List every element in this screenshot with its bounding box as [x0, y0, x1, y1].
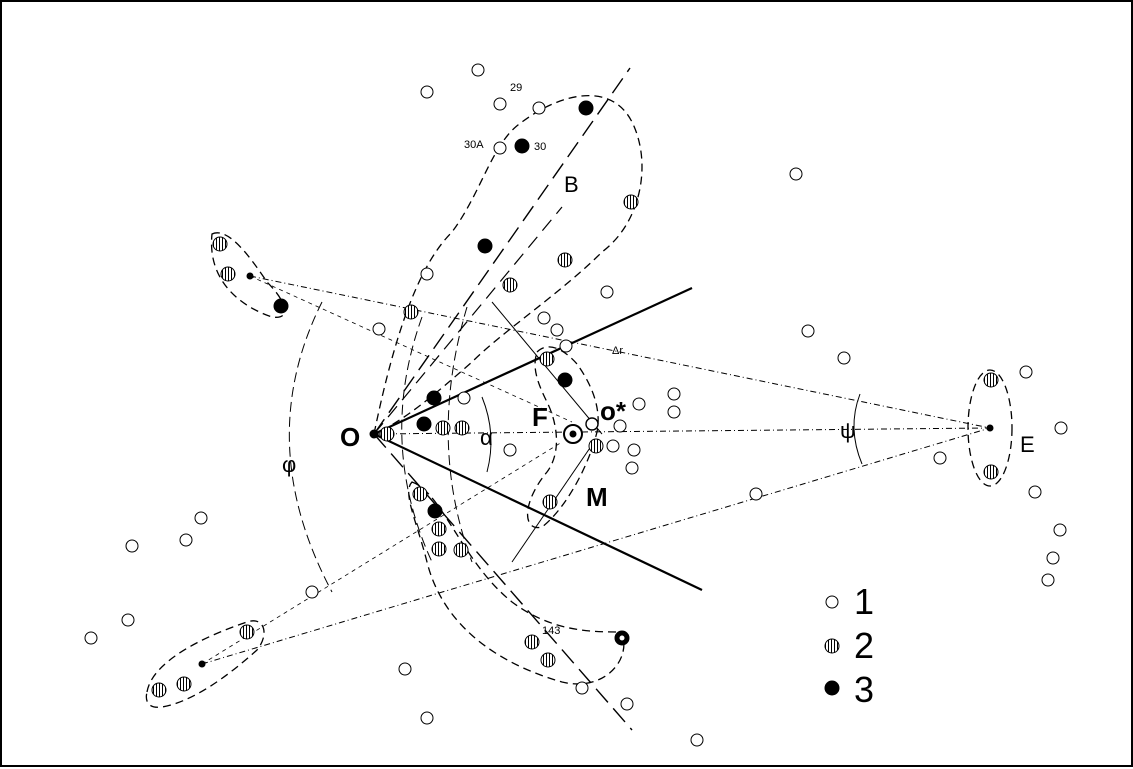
- rays: [201, 67, 991, 731]
- group-outlines: [145, 94, 1013, 708]
- label-psi: ψ: [840, 418, 856, 443]
- points-type-1: [84, 63, 1068, 747]
- label-b: B: [564, 172, 579, 197]
- legend-label-3: 3: [854, 669, 874, 710]
- label-143: 143: [542, 625, 560, 637]
- label-o-star: o*: [600, 396, 627, 426]
- points-type-3: [273, 100, 630, 646]
- label-30a: 30A: [464, 139, 484, 151]
- label-alpha: α: [480, 425, 493, 450]
- legend-hatched-circle-icon: [824, 638, 840, 654]
- label-delta-r: Δr: [612, 345, 623, 357]
- label-29: 29: [510, 82, 522, 94]
- legend-label-1: 1: [854, 581, 874, 622]
- label-f: F: [532, 402, 548, 432]
- label-o: O: [340, 422, 360, 452]
- legend-filled-circle-icon: [824, 680, 840, 696]
- points-type-2: [151, 194, 999, 698]
- label-e: E: [1020, 432, 1035, 457]
- special-markers: [198, 272, 994, 668]
- label-phi: φ: [282, 452, 296, 477]
- label-30: 30: [534, 141, 546, 153]
- legend: 1 2 3: [824, 581, 874, 710]
- legend-open-circle-icon: [825, 595, 839, 609]
- label-m: M: [586, 482, 608, 512]
- angle-arcs: [288, 301, 863, 593]
- legend-label-2: 2: [854, 625, 874, 666]
